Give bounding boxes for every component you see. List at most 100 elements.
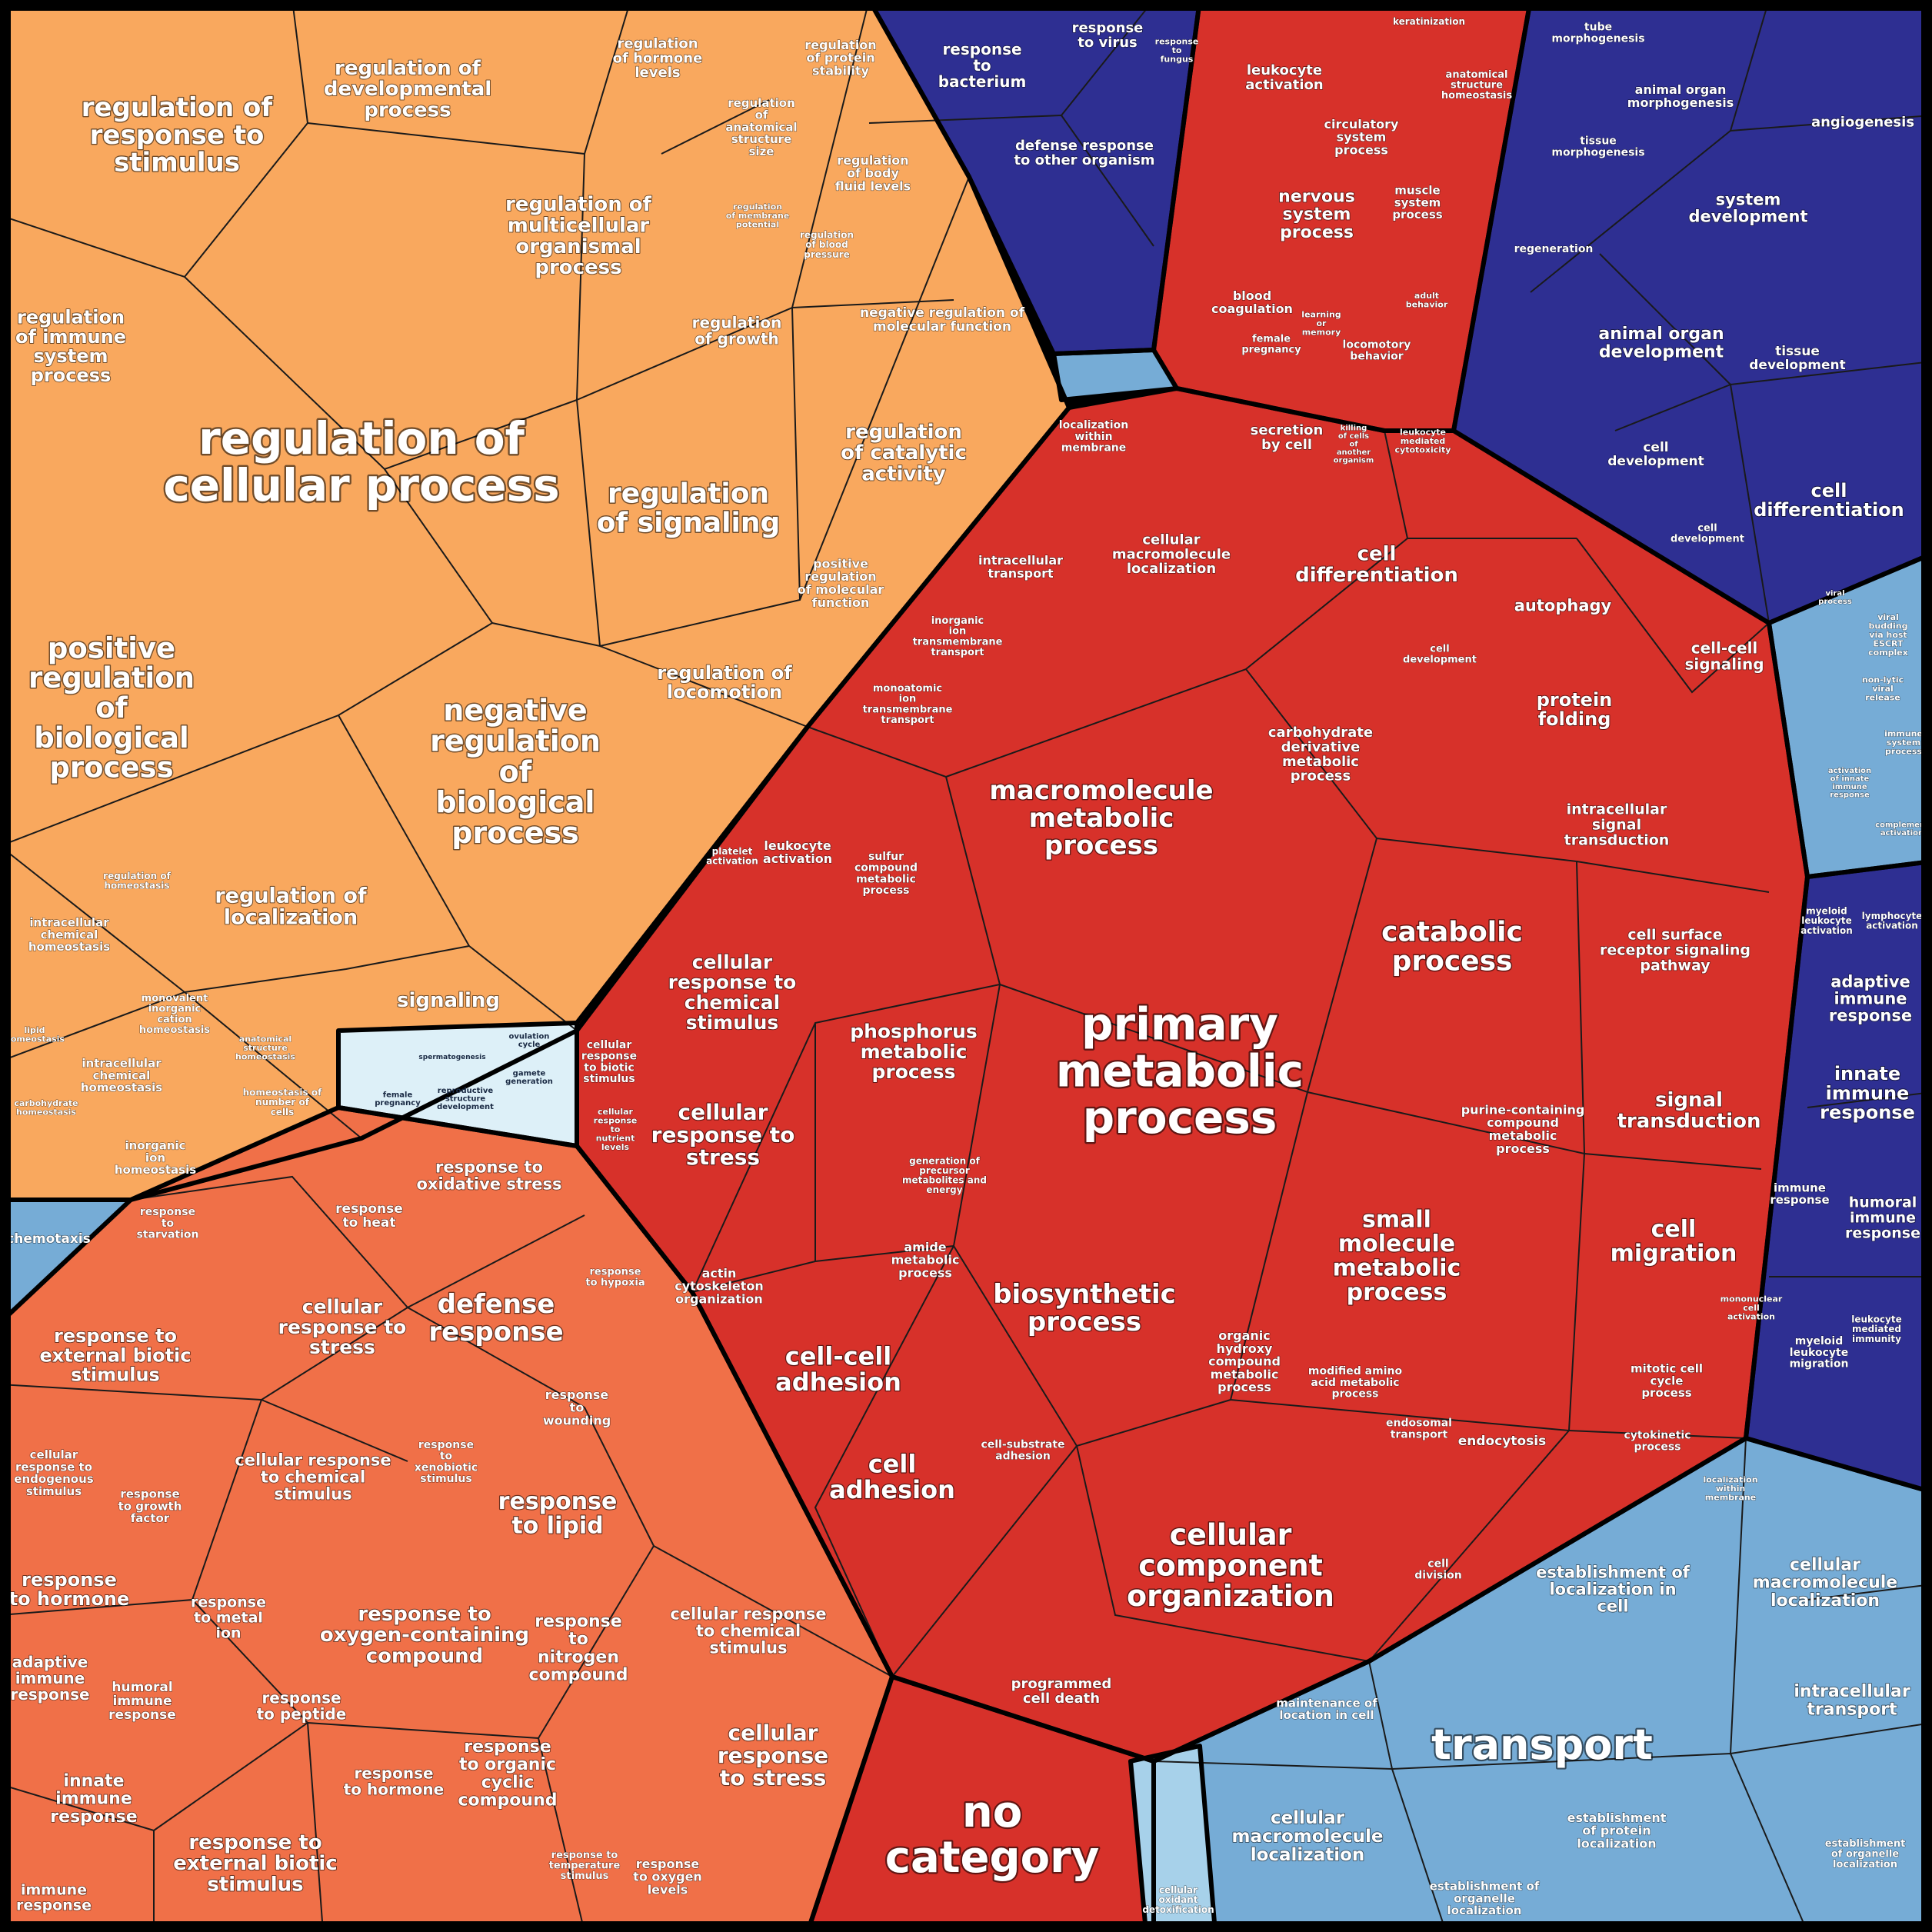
label-lipid-homeo: lipid homeostasis	[5, 1025, 65, 1044]
label-phosphorus-metabolic: phosphorus metabolic process	[850, 1021, 978, 1084]
treemap-labels: regulation of cellular process regulation …	[5, 16, 1930, 1918]
label-endocytosis: endocytosis	[1458, 1434, 1547, 1449]
label-modified-amino-acid: modified amino acid metabolic process	[1308, 1365, 1403, 1400]
label-gamete-generation: gamete generation	[505, 1069, 553, 1086]
group-developmental-top-border	[867, 0, 1202, 356]
label-leukocyte-activation-red: leukocyte activation	[763, 838, 832, 866]
label-homeostasis-number: homeostasis of number of cells	[243, 1088, 322, 1118]
label-cell-macromol-loc-blue2: cellular macromolecule localization	[1231, 1808, 1383, 1865]
label-angiogenesis: angiogenesis	[1811, 114, 1914, 130]
label-cell-dev-blue2: cell development	[1671, 523, 1744, 545]
label-cellular-component-org: cellular component organization	[1127, 1517, 1334, 1613]
label-response-metal: response to metal ion	[191, 1594, 266, 1642]
label-non-lytic: non-lytic viral release	[1862, 675, 1904, 702]
label-reg-dev-process: regulation of developmental process	[324, 57, 491, 122]
group-chemotaxis-region-border	[0, 1198, 133, 1325]
label-autophagy: autophagy	[1514, 596, 1612, 615]
label-cell-macromol-loc-red: cellular macromolecule localization	[1112, 531, 1231, 577]
cell-boundary	[1807, 1091, 1932, 1108]
label-establishment-protein: establishment of protein localization	[1567, 1810, 1667, 1851]
label-reg-membrane-potential: regulation of membrane potential	[726, 202, 790, 229]
label-anatomical-struct-homeo: anatomical structure homeostasis	[1441, 69, 1512, 102]
label-viral-process: viral process	[1818, 589, 1852, 606]
label-muscle-system: muscle system process	[1392, 184, 1442, 222]
cell-boundary	[1384, 430, 1408, 539]
label-reg-blood-pressure: regulation of blood pressure	[800, 230, 854, 260]
cell-boundary	[184, 945, 470, 993]
label-reg-response-stimulus: regulation of response to stimulus	[82, 92, 274, 178]
label-leukocyte-activation-top: leukocyte activation	[1245, 62, 1323, 93]
label-response-to-bacterium: response to bacterium	[938, 40, 1027, 91]
cell-boundary	[661, 99, 770, 155]
label-protein-folding: protein folding	[1537, 689, 1613, 730]
label-cell-substrate-adhesion: cell-substrate adhesion	[981, 1439, 1064, 1463]
label-signaling: signaling	[397, 989, 500, 1012]
label-reg-signaling: regulation of signaling	[597, 478, 780, 539]
label-reg-locomotion: regulation of locomotion	[657, 662, 792, 703]
label-cell-diff-red: cell differentiation	[1295, 542, 1458, 586]
cell-boundary	[1730, 361, 1932, 385]
label-myeloid-migration: myeloid leukocyte migration	[1790, 1335, 1849, 1370]
label-response-nitrogen: response to nitrogen compound	[528, 1612, 628, 1684]
label-monoatomic-ion-transport: monoatomic ion transmembrane transport	[863, 683, 953, 726]
cell-boundary	[307, 1407, 655, 1740]
label-neg-reg-molecular: negative regulation of molecular function	[860, 305, 1025, 335]
label-establishment-localization: establishment of localization in cell	[1536, 1563, 1690, 1615]
label-animal-organ-morph: animal organ morphogenesis	[1627, 82, 1734, 110]
label-immune-system-process: immune system process	[1884, 728, 1923, 756]
cell-boundary	[799, 176, 970, 601]
label-viral-budding: viral budding via host ESCRT complex	[1868, 612, 1908, 658]
label-response-peptide: response to peptide	[257, 1689, 347, 1724]
label-intracellular-chem-homeo: intracellular chemical homeostasis	[28, 916, 110, 954]
label-defense-other-org: defense response to other organism	[1014, 138, 1154, 168]
label-response-external-biotic2: response to external biotic stimulus	[173, 1831, 337, 1897]
label-tissue-dev: tissue development	[1749, 344, 1845, 373]
label-cell-dev-blue: cell development	[1607, 440, 1704, 469]
label-small-molecule: small molecule metabolic process	[1333, 1206, 1461, 1306]
label-response-to-fungus: response to fungus	[1155, 36, 1199, 64]
label-defense-response: defense response	[428, 1289, 563, 1347]
label-establishment-organelle: establishment of organelle localization	[1825, 1838, 1906, 1870]
label-cell-cell-signaling: cell-cell signaling	[1684, 639, 1764, 674]
label-leukocyte-cytotoxicity: leukocyte mediated cytotoxicity	[1395, 427, 1451, 455]
label-response-hormone: response to hormone	[9, 1569, 130, 1610]
label-reg-catalytic: regulation of catalytic activity	[841, 421, 967, 486]
label-generation-precursor: generation of precursor metabolites and ene…	[902, 1155, 987, 1195]
cell-boundary	[0, 991, 185, 1062]
label-leukocyte-mediated-immunity: leukocyte mediated immunity	[1851, 1314, 1902, 1344]
cell-boundary	[1076, 1445, 1370, 1662]
label-adaptive-immune-blue: adaptive immune response	[1829, 972, 1912, 1024]
label-localization-within-membrane: localization within membrane	[1059, 419, 1128, 454]
label-response-hypoxia: response to hypoxia	[585, 1267, 645, 1289]
label-circulatory: circulatory system process	[1324, 117, 1400, 158]
cell-boundary	[1307, 838, 1586, 1155]
label-innate-immune: innate immune response	[50, 1772, 137, 1827]
cell-boundary	[814, 1245, 954, 1677]
label-response-heat: response to heat	[335, 1201, 403, 1231]
label-neg-reg-bio: negative regulation of biological process	[430, 694, 601, 851]
cell-boundary	[184, 153, 585, 471]
cell-boundary	[407, 1214, 585, 1308]
label-organic-hydroxy: organic hydroxy compound metabolic process	[1208, 1328, 1281, 1394]
label-response-organic-cyclic: response to organic cyclic compound	[458, 1737, 557, 1810]
label-female-pregnancy-top: female pregnancy	[1241, 334, 1301, 356]
label-reproductive-struct: reproductive structure development	[437, 1087, 494, 1111]
label-intracellular-transport-blue: intracellular transport	[1794, 1682, 1910, 1719]
label-reg-protein-stability: regulation of protein stability	[804, 38, 876, 78]
cell-boundary	[691, 1261, 816, 1293]
label-maintenance-location: maintenance of location in cell	[1276, 1696, 1377, 1722]
label-regeneration: regeneration	[1514, 243, 1594, 255]
label-nervous-system: nervous system process	[1278, 188, 1355, 242]
group-metabolic-process-border	[575, 386, 1810, 1764]
cell-boundary	[1391, 1768, 1447, 1932]
label-response-lipid: response to lipid	[498, 1488, 618, 1540]
cell-boundary	[1599, 253, 1731, 385]
label-sulfur-compound: sulfur compound metabolic process	[854, 851, 918, 897]
label-monovalent-homeo: monovalent inorganic cation homeostasis	[139, 993, 210, 1036]
label-reg-body-fluid: regulation of body fluid levels	[835, 153, 911, 194]
label-response-temperature: response to temperature stimulus	[549, 1850, 621, 1882]
label-cellular-response-stress-o: cellular response to stress	[278, 1296, 407, 1359]
cell-boundary	[1730, 1437, 1747, 1754]
cell-boundary	[1730, 1722, 1932, 1754]
cell-boundary	[261, 1399, 408, 1462]
